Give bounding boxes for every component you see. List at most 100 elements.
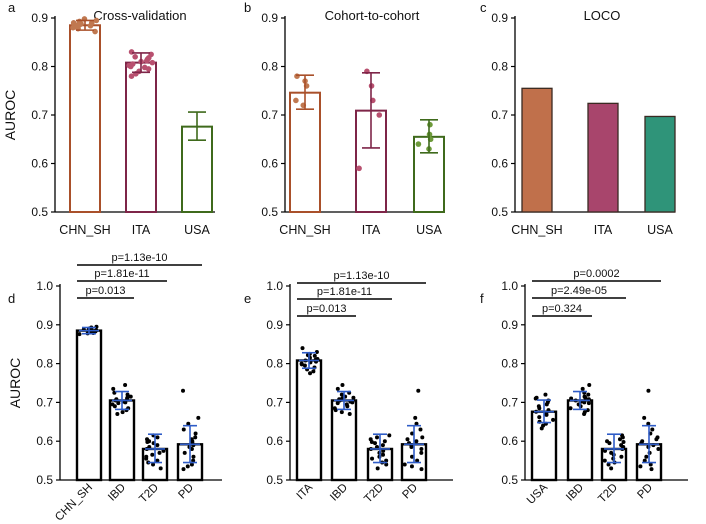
significance-label-e: p=0.013 [306,303,346,315]
data-point-f [617,437,622,442]
panel-a: a Cross-validation AUROC 0.5 0.6 0.7 0.8 0.9 CHN… [2,0,215,237]
y-tick-label-f: 0.6 [501,434,518,448]
data-point-e [312,353,317,358]
data-point-d [111,386,116,391]
data-point-e [345,404,350,409]
data-point-e [413,415,418,420]
x-tick-label-a: ITA [132,223,151,237]
significance-label-f: p=0.324 [542,303,582,315]
data-point-f [583,395,588,400]
y-tick-label-f: 0.8 [501,357,518,371]
y-tick-label-b: 0.5 [261,205,278,219]
data-point-f [642,458,647,463]
y-tick-label-c: 0.6 [491,157,508,171]
x-tick-label-b: USA [416,223,442,237]
data-point-b [294,73,300,79]
data-point-e [335,401,340,406]
data-point-e [374,445,379,450]
data-point-d [145,439,150,444]
y-tick-label-e: 0.5 [266,473,283,487]
data-point-d [191,454,196,459]
data-point-d [182,450,187,455]
panel-letter-f: f [480,291,484,306]
data-point-e [414,421,419,426]
bar-b-chn_sh [289,91,321,213]
data-point-d [155,458,160,463]
data-point-e [335,386,340,391]
panel-title-b: Cohort-to-cohort [325,8,420,23]
y-tick-label-d: 0.6 [36,434,53,448]
data-point-d [191,458,196,463]
data-point-d [120,410,125,415]
data-point-e [416,388,421,393]
y-tick-label-f: 1.0 [501,279,518,293]
data-point-b [427,121,433,128]
y-axis-label-a: AUROC [2,90,18,141]
data-point-e [339,410,344,415]
data-point-d [144,456,149,461]
y-tick-label-d: 0.9 [36,318,53,332]
data-point-f [619,454,624,459]
panel-letter-b: b [244,0,251,15]
data-point-f [533,396,538,401]
data-point-e [300,346,305,351]
data-point-f [539,426,544,431]
data-point-d [151,462,156,467]
data-point-a [128,73,135,79]
data-point-f [650,427,655,432]
data-point-d [181,427,186,432]
data-point-f [644,454,649,459]
data-point-f [646,421,651,426]
data-point-e [350,400,355,405]
x-tick-label-a: USA [184,223,210,237]
data-point-e [419,450,424,455]
data-point-a [76,21,83,28]
y-tick-label-e: 0.8 [266,357,283,371]
bar-c-usa [644,115,676,213]
data-point-d [112,404,117,409]
data-point-e [302,363,307,368]
data-point-e [340,382,345,387]
data-point-f [551,417,556,422]
data-point-e [409,464,414,469]
data-point-d [193,431,198,436]
data-point-f [638,464,643,469]
data-point-d [155,443,160,448]
x-tick-label-b: ITA [362,223,381,237]
x-tick-label-c: USA [647,223,673,237]
y-tick-label-e: 0.9 [266,318,283,332]
data-point-d [123,400,128,405]
data-point-e [347,412,352,417]
data-point-f [648,462,653,467]
data-point-d [125,392,130,397]
data-point-e [384,458,389,463]
panel-letter-a: a [8,0,16,15]
y-axis-label-d: AUROC [7,358,23,409]
data-point-b [293,97,299,104]
data-point-d [189,446,194,451]
data-point-d [189,462,194,467]
data-point-d [158,466,163,471]
panel-title-a: Cross-validation [93,8,186,23]
data-point-e [384,462,389,467]
data-point-a [132,54,138,60]
y-tick-label-b: 0.8 [261,60,278,74]
data-point-e [410,431,415,436]
data-point-e [410,454,415,459]
data-point-e [373,441,378,446]
data-point-e [402,462,407,467]
significance-label-e: p=1.13e-10 [334,270,390,282]
significance-label-e: p=1.81e-11 [317,286,372,298]
data-point-e [382,439,387,444]
data-point-e [299,362,304,367]
panel-c: c LOCO 0.5 0.6 0.7 0.8 0.9 CHN_SH ITA USA [480,0,676,237]
data-point-f [587,382,592,387]
y-tick-label-d: 0.8 [36,357,53,371]
y-tick-label-f: 0.5 [501,473,518,487]
y-tick-label-c: 0.9 [491,11,508,25]
data-point-e [414,439,419,444]
y-tick-label-e: 1.0 [266,279,283,293]
data-point-f [543,392,548,397]
data-point-e [374,435,379,440]
